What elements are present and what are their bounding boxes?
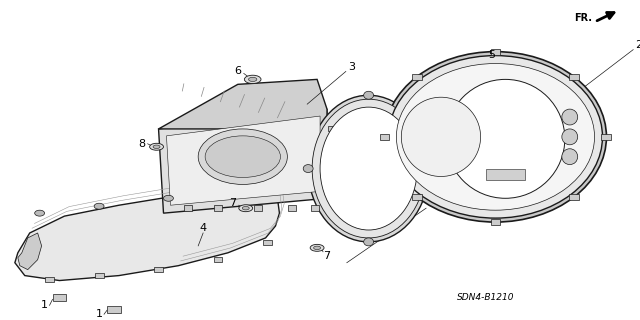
Ellipse shape: [401, 97, 481, 177]
Bar: [52, 294, 67, 301]
Ellipse shape: [303, 164, 313, 172]
Bar: [311, 205, 319, 211]
Bar: [263, 240, 272, 245]
Text: 4: 4: [200, 223, 207, 233]
Bar: [602, 134, 611, 140]
Ellipse shape: [364, 91, 374, 99]
Ellipse shape: [239, 205, 253, 212]
Ellipse shape: [243, 206, 249, 210]
Bar: [253, 205, 262, 211]
Bar: [184, 205, 192, 211]
Polygon shape: [18, 233, 42, 270]
Bar: [569, 74, 579, 80]
Ellipse shape: [150, 143, 163, 150]
Ellipse shape: [312, 99, 425, 238]
Ellipse shape: [388, 56, 602, 218]
Ellipse shape: [244, 75, 261, 84]
Ellipse shape: [205, 136, 280, 178]
Bar: [412, 194, 422, 200]
Text: 6: 6: [234, 67, 241, 76]
Ellipse shape: [163, 195, 173, 201]
Bar: [490, 49, 500, 55]
Bar: [107, 306, 121, 313]
Ellipse shape: [364, 238, 374, 246]
Bar: [328, 151, 335, 156]
Text: 1: 1: [95, 309, 102, 319]
Ellipse shape: [396, 64, 595, 210]
Ellipse shape: [314, 246, 321, 250]
Text: FR.: FR.: [575, 13, 593, 23]
Text: 1: 1: [41, 300, 48, 310]
Ellipse shape: [94, 203, 104, 209]
Text: 7: 7: [229, 198, 236, 208]
Ellipse shape: [198, 129, 287, 184]
Polygon shape: [159, 79, 327, 129]
Text: 7: 7: [323, 251, 331, 261]
Ellipse shape: [562, 129, 578, 145]
Bar: [328, 176, 335, 181]
Polygon shape: [166, 116, 320, 205]
Bar: [328, 126, 335, 132]
Bar: [412, 74, 422, 80]
Bar: [289, 205, 296, 211]
Ellipse shape: [248, 77, 257, 82]
Ellipse shape: [310, 244, 324, 251]
Ellipse shape: [320, 107, 417, 230]
Ellipse shape: [424, 164, 434, 172]
Text: SDN4-B1210: SDN4-B1210: [457, 293, 515, 302]
Bar: [214, 257, 223, 262]
Bar: [486, 169, 525, 180]
Ellipse shape: [308, 95, 429, 242]
Ellipse shape: [385, 52, 607, 222]
Text: 8: 8: [138, 139, 145, 149]
Ellipse shape: [35, 210, 45, 216]
Bar: [45, 277, 54, 282]
Text: 3: 3: [348, 62, 355, 73]
Ellipse shape: [562, 149, 578, 164]
Bar: [490, 219, 500, 225]
Bar: [214, 205, 222, 211]
Ellipse shape: [446, 79, 565, 198]
Bar: [380, 134, 389, 140]
Ellipse shape: [153, 145, 160, 148]
Polygon shape: [15, 193, 280, 281]
Text: 2: 2: [636, 40, 640, 50]
Polygon shape: [159, 109, 327, 213]
Bar: [569, 194, 579, 200]
Bar: [154, 267, 163, 272]
Bar: [95, 273, 104, 278]
Ellipse shape: [562, 109, 578, 125]
Text: 5: 5: [488, 50, 495, 60]
